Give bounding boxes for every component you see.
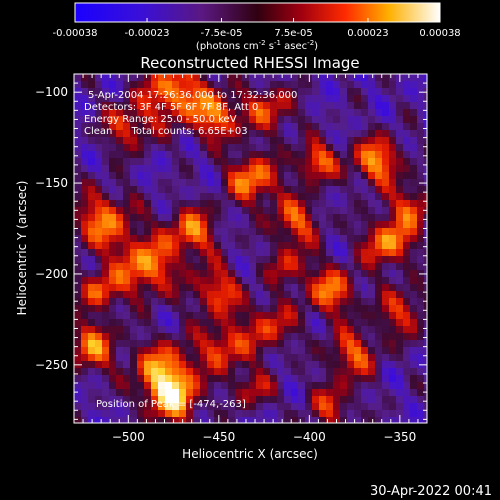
annotation-time: 5-Apr-2004 17:26:36.000 to 17:32:36.000	[88, 90, 297, 101]
x-axis-label: Heliocentric X (arcsec)	[182, 447, 318, 461]
colorbar-tick-label: -7.5e-05	[200, 28, 242, 39]
y-tick-label: −200	[35, 267, 68, 281]
colorbar-tick-label: -0.00038	[53, 28, 98, 39]
y-tick-label: −100	[35, 85, 68, 99]
annotation-counts: Clean Total counts: 6.65E+03	[84, 126, 248, 137]
y-axis-label: Heliocentric Y (arcsec)	[15, 181, 29, 316]
y-tick-label: −250	[35, 358, 68, 372]
colorbar-tick-label: 0.00038	[419, 28, 460, 39]
heatmap-cells	[74, 74, 427, 423]
colorbar-tick-label: 7.5e-05	[274, 28, 312, 39]
axis-ticks	[74, 73, 428, 423]
colorbar	[74, 2, 441, 23]
x-tick-label: −350	[383, 430, 416, 444]
colorbar-tick-label: 0.00023	[347, 28, 388, 39]
chart-title: Reconstructed RHESSI Image	[140, 54, 359, 72]
x-tick-label: −450	[202, 430, 235, 444]
colorbar-tick-label: -0.00023	[125, 28, 170, 39]
peak-position-label: Position of Peak = [-474,-263]	[96, 399, 246, 410]
plot-frame	[73, 73, 428, 424]
colorbar-unit-label: (photons cm-2 s-1 asec-2)	[196, 39, 318, 52]
annotation-detectors: Detectors: 3F 4F 5F 6F 7F 8F, Att 0	[84, 102, 258, 113]
x-tick-label: −500	[112, 430, 145, 444]
footer-timestamp: 30-Apr-2022 00:41	[370, 484, 492, 499]
y-tick-label: −150	[35, 176, 68, 190]
annotation-energy: Energy Range: 25.0 - 50.0 keV	[84, 114, 237, 125]
x-tick-label: −400	[293, 430, 326, 444]
annotation-block: 5-Apr-2004 17:26:36.000 to 17:32:36.000 …	[84, 90, 297, 137]
colorbar-ticks	[74, 18, 441, 22]
